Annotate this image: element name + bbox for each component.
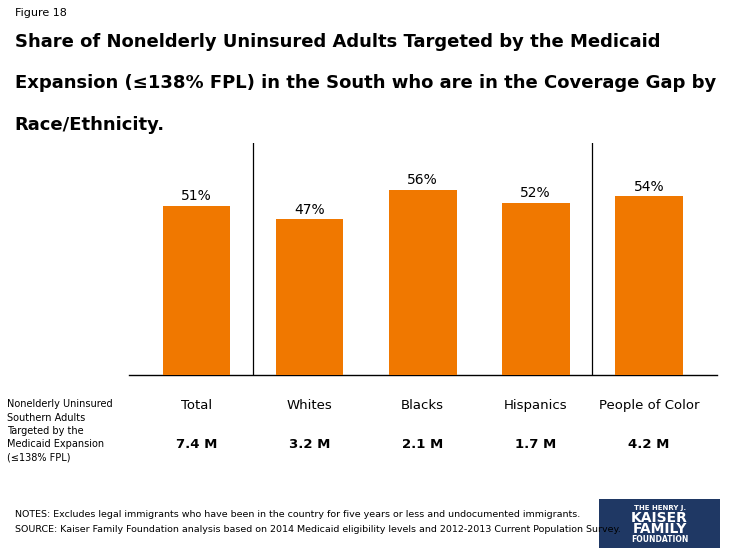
Text: Total: Total bbox=[181, 399, 212, 413]
Text: KAISER: KAISER bbox=[631, 511, 688, 526]
Text: FAMILY: FAMILY bbox=[633, 522, 686, 537]
Text: FOUNDATION: FOUNDATION bbox=[631, 535, 689, 544]
Text: Whites: Whites bbox=[287, 399, 332, 413]
Text: Figure 18: Figure 18 bbox=[15, 8, 67, 18]
Text: 1.7 M: 1.7 M bbox=[515, 438, 556, 451]
Text: THE HENRY J.: THE HENRY J. bbox=[634, 505, 686, 511]
Text: 3.2 M: 3.2 M bbox=[289, 438, 330, 451]
Text: 47%: 47% bbox=[294, 203, 325, 217]
Text: 51%: 51% bbox=[181, 190, 212, 203]
Text: 2.1 M: 2.1 M bbox=[402, 438, 443, 451]
Text: Share of Nonelderly Uninsured Adults Targeted by the Medicaid: Share of Nonelderly Uninsured Adults Tar… bbox=[15, 33, 660, 51]
Text: 4.2 M: 4.2 M bbox=[628, 438, 670, 451]
Text: 52%: 52% bbox=[520, 186, 551, 200]
Text: NOTES: Excludes legal immigrants who have been in the country for five years or : NOTES: Excludes legal immigrants who hav… bbox=[15, 510, 580, 518]
Text: 56%: 56% bbox=[407, 173, 438, 187]
Text: Nonelderly Uninsured
Southern Adults
Targeted by the
Medicaid Expansion
(≤138% F: Nonelderly Uninsured Southern Adults Tar… bbox=[7, 399, 113, 462]
Bar bbox=[502, 203, 570, 375]
Text: Race/Ethnicity.: Race/Ethnicity. bbox=[15, 116, 165, 134]
Bar bbox=[162, 206, 230, 375]
Text: 7.4 M: 7.4 M bbox=[176, 438, 217, 451]
Bar bbox=[276, 219, 343, 375]
Text: Hispanics: Hispanics bbox=[504, 399, 567, 413]
Text: Blacks: Blacks bbox=[401, 399, 444, 413]
Text: SOURCE: Kaiser Family Foundation analysis based on 2014 Medicaid eligibility lev: SOURCE: Kaiser Family Foundation analysi… bbox=[15, 525, 620, 534]
Text: Expansion (≤138% FPL) in the South who are in the Coverage Gap by: Expansion (≤138% FPL) in the South who a… bbox=[15, 74, 716, 93]
Bar bbox=[389, 190, 456, 375]
Bar bbox=[615, 196, 683, 375]
Text: People of Color: People of Color bbox=[598, 399, 699, 413]
Text: 54%: 54% bbox=[634, 180, 664, 193]
